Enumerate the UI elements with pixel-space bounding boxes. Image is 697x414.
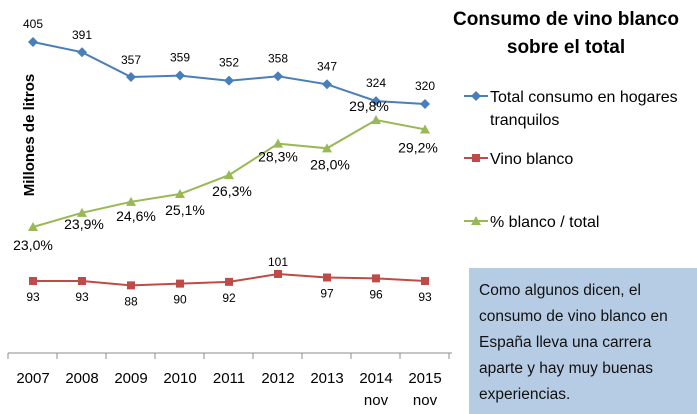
data-label: 93 — [26, 290, 40, 304]
data-label: 93 — [75, 290, 89, 304]
data-point — [323, 273, 331, 282]
data-label: 405 — [23, 17, 43, 31]
series-layer — [28, 37, 430, 290]
data-point — [28, 222, 38, 231]
x-tick-label: 2011 — [213, 370, 245, 387]
data-label: 90 — [173, 293, 187, 307]
data-label: 23,0% — [13, 237, 53, 253]
data-point — [126, 196, 136, 206]
series-line-1 — [32, 41, 426, 105]
data-label: 352 — [219, 56, 239, 70]
data-label: 25,1% — [165, 202, 205, 218]
legend-diamond-icon — [464, 91, 488, 101]
data-point — [77, 47, 87, 58]
data-point — [127, 281, 135, 290]
legend-square-icon — [464, 154, 488, 162]
data-point — [77, 207, 87, 217]
x-tick-label: 2009 — [114, 370, 147, 387]
data-label: 26,3% — [212, 183, 252, 199]
data-label: 347 — [317, 59, 337, 73]
chart-title-line-2: sobre el total — [506, 37, 626, 58]
legend-label-total-line-2: tranquilos — [490, 112, 560, 129]
data-label: 28,0% — [310, 156, 350, 172]
legend-label-total: Total consumo en hogares tranquilos — [490, 86, 678, 132]
data-point — [322, 79, 332, 90]
legend-label-vino-blanco: Vino blanco — [490, 151, 574, 168]
data-label: 101 — [268, 255, 288, 269]
data-point — [78, 277, 86, 285]
data-label: 29,8% — [349, 98, 389, 114]
chart-title: Consumo de vino blanco sobre el total — [440, 6, 692, 62]
data-point — [421, 277, 429, 285]
data-point — [274, 270, 282, 278]
legend-label-porcentaje: % blanco / total — [490, 214, 600, 231]
data-label: 357 — [121, 53, 141, 67]
data-label: 92 — [222, 291, 236, 305]
data-label: 28,3% — [258, 149, 298, 165]
x-tick-label: 2008 — [65, 370, 98, 387]
data-point — [224, 75, 234, 86]
data-label: 320 — [415, 79, 435, 93]
data-point — [322, 143, 332, 153]
chart-title-line-1: Consumo de vino blanco — [453, 9, 679, 30]
x-tick-label: 2012 — [261, 370, 294, 387]
data-point — [176, 279, 184, 288]
x-axis: 2007 2008 2009 2010 2011 2012 2013 2014 nov 2015 n… — [7, 352, 452, 409]
x-tick-label: 2010 — [163, 370, 196, 387]
data-label: 93 — [418, 290, 432, 304]
x-tick-sublabel: nov — [413, 392, 438, 409]
data-point — [175, 70, 185, 81]
data-point — [273, 138, 283, 148]
data-point — [420, 124, 430, 134]
data-point — [29, 277, 37, 285]
data-label: 97 — [320, 287, 334, 301]
legend-label-total-line-1: Total consumo en hogares — [490, 89, 678, 106]
data-point — [28, 37, 38, 47]
data-point — [273, 71, 283, 82]
comment-box: Como algunos dicen, el consumo de vino b… — [469, 268, 697, 414]
x-tick-label: 2014 — [359, 370, 392, 387]
x-tick-label: 2007 — [16, 370, 49, 387]
data-label: 96 — [369, 287, 383, 301]
x-tick-label: 2013 — [310, 370, 343, 387]
x-tick-label: 2015 — [408, 370, 441, 387]
legend-triangle-icon — [464, 216, 488, 225]
comment-text: Como algunos dicen, el consumo de vino b… — [479, 282, 668, 403]
data-label: 359 — [170, 51, 190, 65]
data-point — [175, 188, 185, 198]
data-label: 358 — [268, 51, 288, 65]
data-labels: 405 391 357 359 352 358 347 324 320 93 93 88 90 92 101… — [13, 17, 438, 308]
data-label: 391 — [72, 28, 92, 42]
data-label: 29,2% — [398, 139, 438, 155]
data-point — [372, 274, 380, 283]
data-point — [420, 99, 430, 109]
data-point — [371, 115, 381, 124]
data-point — [371, 96, 381, 107]
y-axis-label: Millones de litros — [21, 74, 38, 197]
data-point — [224, 170, 234, 180]
data-label: 88 — [124, 294, 138, 308]
data-label: 23,9% — [64, 216, 104, 232]
x-tick-sublabel: nov — [364, 392, 389, 409]
data-point — [126, 72, 136, 83]
data-label: 24,6% — [116, 208, 156, 224]
data-point — [225, 277, 233, 286]
data-label: 324 — [366, 76, 386, 90]
